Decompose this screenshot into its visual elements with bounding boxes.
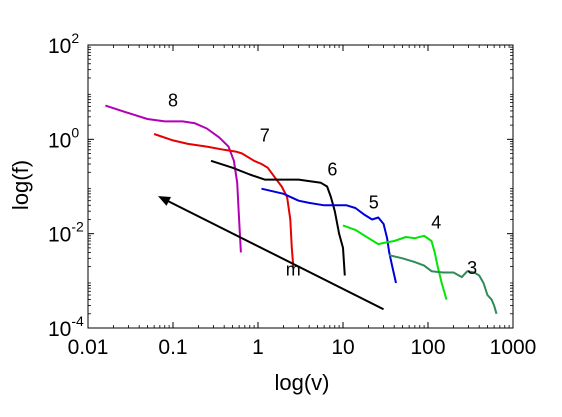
series-label-6: 6 [327, 160, 337, 180]
y-tick-exponent: -2 [71, 219, 84, 235]
series-line-3 [388, 254, 498, 315]
plot-frame [87, 44, 514, 329]
x-tick-label: 100 [410, 336, 445, 359]
series-line-8 [105, 104, 242, 253]
plot-area [87, 44, 514, 329]
y-tick-label: 10-2 [48, 219, 84, 247]
series-line-7 [153, 133, 295, 267]
x-tick-label: 10 [331, 336, 354, 359]
series-label-7: 7 [260, 125, 270, 145]
y-tick-base: 10 [48, 129, 71, 152]
y-tick-exponent: 0 [71, 124, 79, 140]
x-tick-label: 1000 [490, 336, 537, 359]
series-layer: 8 7 6 5 4 3 [105, 90, 498, 315]
slope-arrow [158, 196, 385, 311]
x-tick-label: 1 [252, 336, 264, 359]
y-tick-base: 10 [48, 318, 71, 341]
x-tick-label: 0.1 [158, 336, 187, 359]
series-line-5 [261, 187, 397, 284]
series-label-8: 8 [168, 90, 178, 110]
series-line-6 [210, 159, 346, 276]
y-tick-label: 100 [48, 124, 79, 152]
y-tick-label: 102 [48, 30, 79, 58]
annotation-layer: m [158, 196, 385, 311]
y-tick-exponent: 2 [71, 30, 79, 46]
series-label-3: 3 [467, 258, 477, 278]
series-label-5: 5 [369, 193, 379, 213]
y-tick-base: 10 [48, 35, 71, 58]
series-line-4 [342, 224, 448, 300]
y-tick-label: 10-4 [48, 313, 84, 341]
x-axis-label: log(v) [274, 370, 329, 395]
y-tick-exponent: -4 [71, 313, 84, 329]
x-tick-label: 0.01 [68, 336, 109, 359]
y-axis-label: log(f) [8, 160, 33, 210]
arrow-label: m [286, 259, 301, 279]
series-label-4: 4 [431, 212, 441, 232]
y-tick-base: 10 [48, 224, 71, 247]
